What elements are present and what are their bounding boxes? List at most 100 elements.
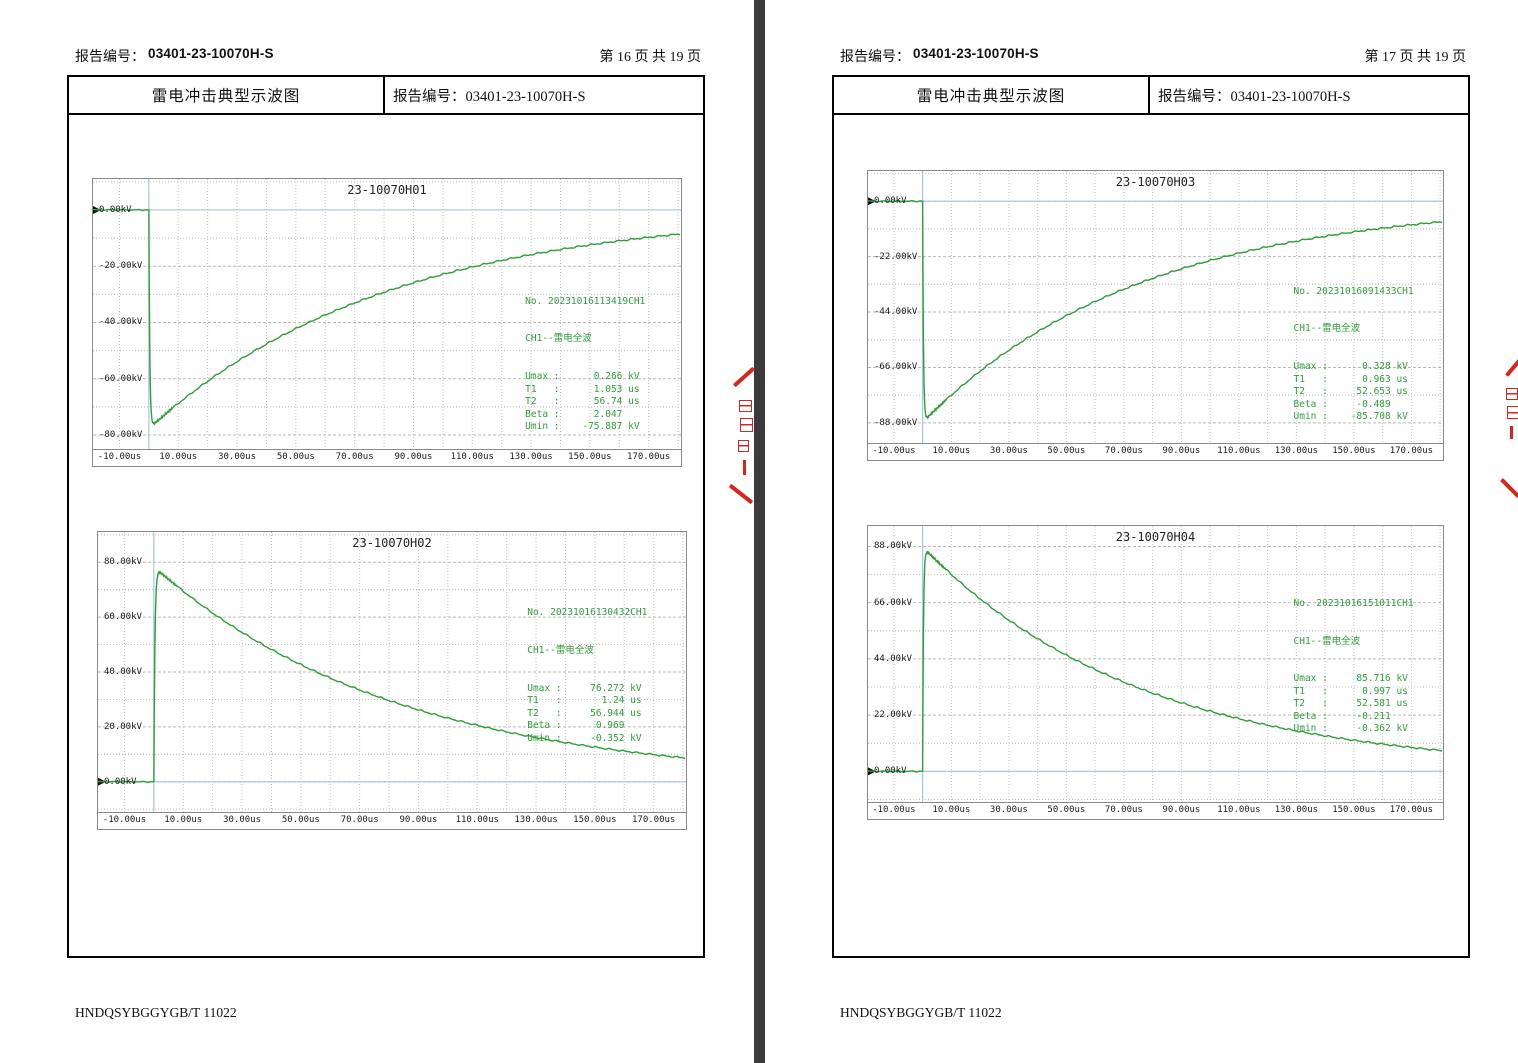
y-tick-label: -88.00kV [874,417,918,428]
x-tick-label: 130.00us [1274,446,1319,456]
x-tick-label: 110.00us [455,815,499,825]
y-tick-label: 20.00kV [104,721,142,732]
x-tick-label: 50.00us [1047,446,1086,456]
x-tick-label: 170.00us [1389,805,1434,815]
x-tick-label: 70.00us [335,452,374,462]
x-tick-label: 50.00us [281,815,320,825]
y-tick-label: 88.00kV [874,541,912,552]
x-tick-label: 150.00us [1332,805,1376,815]
y-tick-label: 0.00kV [99,204,132,215]
x-tick-label: 10.00us [164,815,203,825]
x-tick-label: 90.00us [399,815,438,825]
y-tick-label: 60.00kV [104,612,142,623]
x-tick-label: 30.00us [223,815,262,825]
x-tick-label: 150.00us [573,815,617,825]
x-tick-label: 130.00us [514,815,558,825]
report-no-label: 报告编号： [75,50,145,65]
sheet-title: 雷电冲击典型示波图 [69,77,385,113]
waveform-svg [868,526,1443,802]
x-tick-label: 130.00us [1274,805,1319,815]
x-tick-label: 150.00us [1332,446,1376,456]
x-tick-label: -10.00us [872,805,916,815]
page-header: 报告编号： 03401-23-10070H-S 第 17 页 共 19 页 [765,46,1518,66]
measurement-annotation: No. 20231016091433CH1 CH1--雷电全波 Umax : 0… [1294,261,1414,449]
sheet-report-no: 报告编号：03401-23-10070H-S [393,88,586,105]
sheet-header-row: 雷电冲击典型示波图 报告编号：03401-23-10070H-S [834,77,1468,115]
waveform-svg [868,171,1443,443]
sheet-title: 雷电冲击典型示波图 [834,77,1150,113]
chart-title: 23-10070H04 [1115,530,1196,544]
page-footer: HNDQSYBGGYGB/T 11022 [840,1005,1002,1020]
y-tick-label: -66.00kV [874,362,918,373]
y-tick-label: -20.00kV [99,261,143,272]
y-tick-label: 0.00kV [874,196,907,207]
y-tick-label: -22.00kV [874,251,918,262]
channel-label: CH1--雷电全波 [525,333,592,345]
x-tick-label: 70.00us [1104,805,1143,815]
x-tick-label: 150.00us [568,452,612,462]
waveform-svg [93,179,681,449]
y-tick-label: 22.00kV [874,710,912,721]
measurement-rows: Umax : 0.266 kV T1 : 1.053 us T2 : 56.74… [525,371,640,433]
x-axis-labels: -10.00us 10.00us 30.00us 50.00us 70.00us 90.0… [93,450,681,466]
y-tick-label: -60.00kV [99,373,143,384]
x-tick-label: 10.00us [932,805,971,815]
impulse-waveform-trace [93,208,681,426]
x-tick-label: 130.00us [509,452,553,462]
measurement-annotation: No. 20231016151011CH1 CH1--雷电全波 Umax : 8… [1294,573,1414,761]
x-tick-label: 110.00us [1217,446,1261,456]
chart-title: 23-10070H01 [347,183,427,197]
y-tick-label: 0.00kV [874,766,907,777]
y-tick-label: 0.00kV [104,776,137,787]
record-number: No. 20231016113419CH1 [525,295,646,307]
page-16: 报告编号： 03401-23-10070H-S 第 16 页 共 19 页 雷电… [0,0,753,1063]
y-tick-label: -44.00kV [874,307,918,318]
y-tick-label: 80.00kV [104,557,142,568]
chart-title: 23-10070H02 [352,536,432,550]
page-header: 报告编号： 03401-23-10070H-S 第 16 页 共 19 页 [0,46,753,66]
page-footer: HNDQSYBGGYGB/T 11022 [75,1005,237,1020]
y-tick-label: 40.00kV [104,667,142,677]
page-indicator: 第 16 页 共 19 页 [599,50,702,65]
x-tick-label: 110.00us [450,452,494,462]
x-tick-label: -10.00us [872,446,916,456]
x-tick-label: -10.00us [97,452,142,462]
y-tick-label: 66.00kV [874,597,912,608]
waveform-chart-h01: 23-10070H01 0.00kV -20.00kV -40.00kV -60.00… [92,178,682,467]
waveform-plot: 23-10070H01 0.00kV -20.00kV -40.00kV -60.00… [93,179,681,450]
x-axis-labels: -10.00us 10.00us 30.00us 50.00us 70.00us 90.0… [98,813,686,829]
channel-label: CH1--雷电全波 [1293,635,1361,647]
measurement-annotation: No. 20231016130432CH1 CH1--雷电全波 Umax : 7… [527,582,647,770]
x-tick-label: 50.00us [1047,805,1086,815]
waveform-chart-h03: 23-10070H03 0.00kV -22.00kV -44.00kV -66.00… [867,170,1444,461]
impulse-waveform-trace [868,199,1443,420]
x-tick-label: 70.00us [1104,446,1143,456]
x-tick-label: 90.00us [394,452,433,462]
record-number: No. 20231016151011CH1 [1293,597,1414,609]
x-tick-label: 70.00us [340,815,379,825]
report-no-value: 03401-23-10070H-S [913,46,1039,61]
page-gap-divider [754,0,766,1063]
x-axis-labels: -10.00us 10.00us 30.00us 50.00us 70.00us 90.0… [868,803,1443,819]
waveform-chart-h04: 23-10070H04 88.00kV 66.00kV 44.00kV 22.00kV… [867,525,1444,820]
chart-title: 23-10070H03 [1115,175,1196,189]
x-tick-label: 30.00us [989,446,1028,456]
page-indicator: 第 17 页 共 19 页 [1364,50,1467,65]
waveform-chart-h02: 23-10070H02 80.00kV 60.00kV 40.00kV 20.00kV… [97,531,687,830]
y-tick-label: -40.00kV [99,317,143,328]
x-tick-label: 30.00us [218,452,257,462]
sheet-report-no: 报告编号：03401-23-10070H-S [1158,88,1351,105]
report-no-label: 报告编号： [840,50,910,65]
page-17: 报告编号： 03401-23-10070H-S 第 17 页 共 19 页 雷电… [765,0,1518,1063]
x-tick-label: 170.00us [631,815,676,825]
record-number: No. 20231016091433CH1 [1293,285,1414,297]
channel-label: CH1--雷电全波 [527,645,594,657]
waveform-plot: 23-10070H02 80.00kV 60.00kV 40.00kV 20.00kV… [98,532,686,813]
x-tick-label: 50.00us [276,452,315,462]
x-tick-label: 170.00us [626,452,671,462]
impulse-waveform-trace [98,570,686,784]
x-tick-label: 10.00us [932,446,971,456]
measurement-rows: Umax : 0.328 kV T1 : 0.963 us T2 : 52.65… [1293,361,1408,423]
measurement-annotation: No. 20231016113419CH1 CH1--雷电全波 Umax : 0… [525,271,645,459]
x-axis-labels: -10.00us 10.00us 30.00us 50.00us 70.00us 90.0… [868,444,1443,460]
